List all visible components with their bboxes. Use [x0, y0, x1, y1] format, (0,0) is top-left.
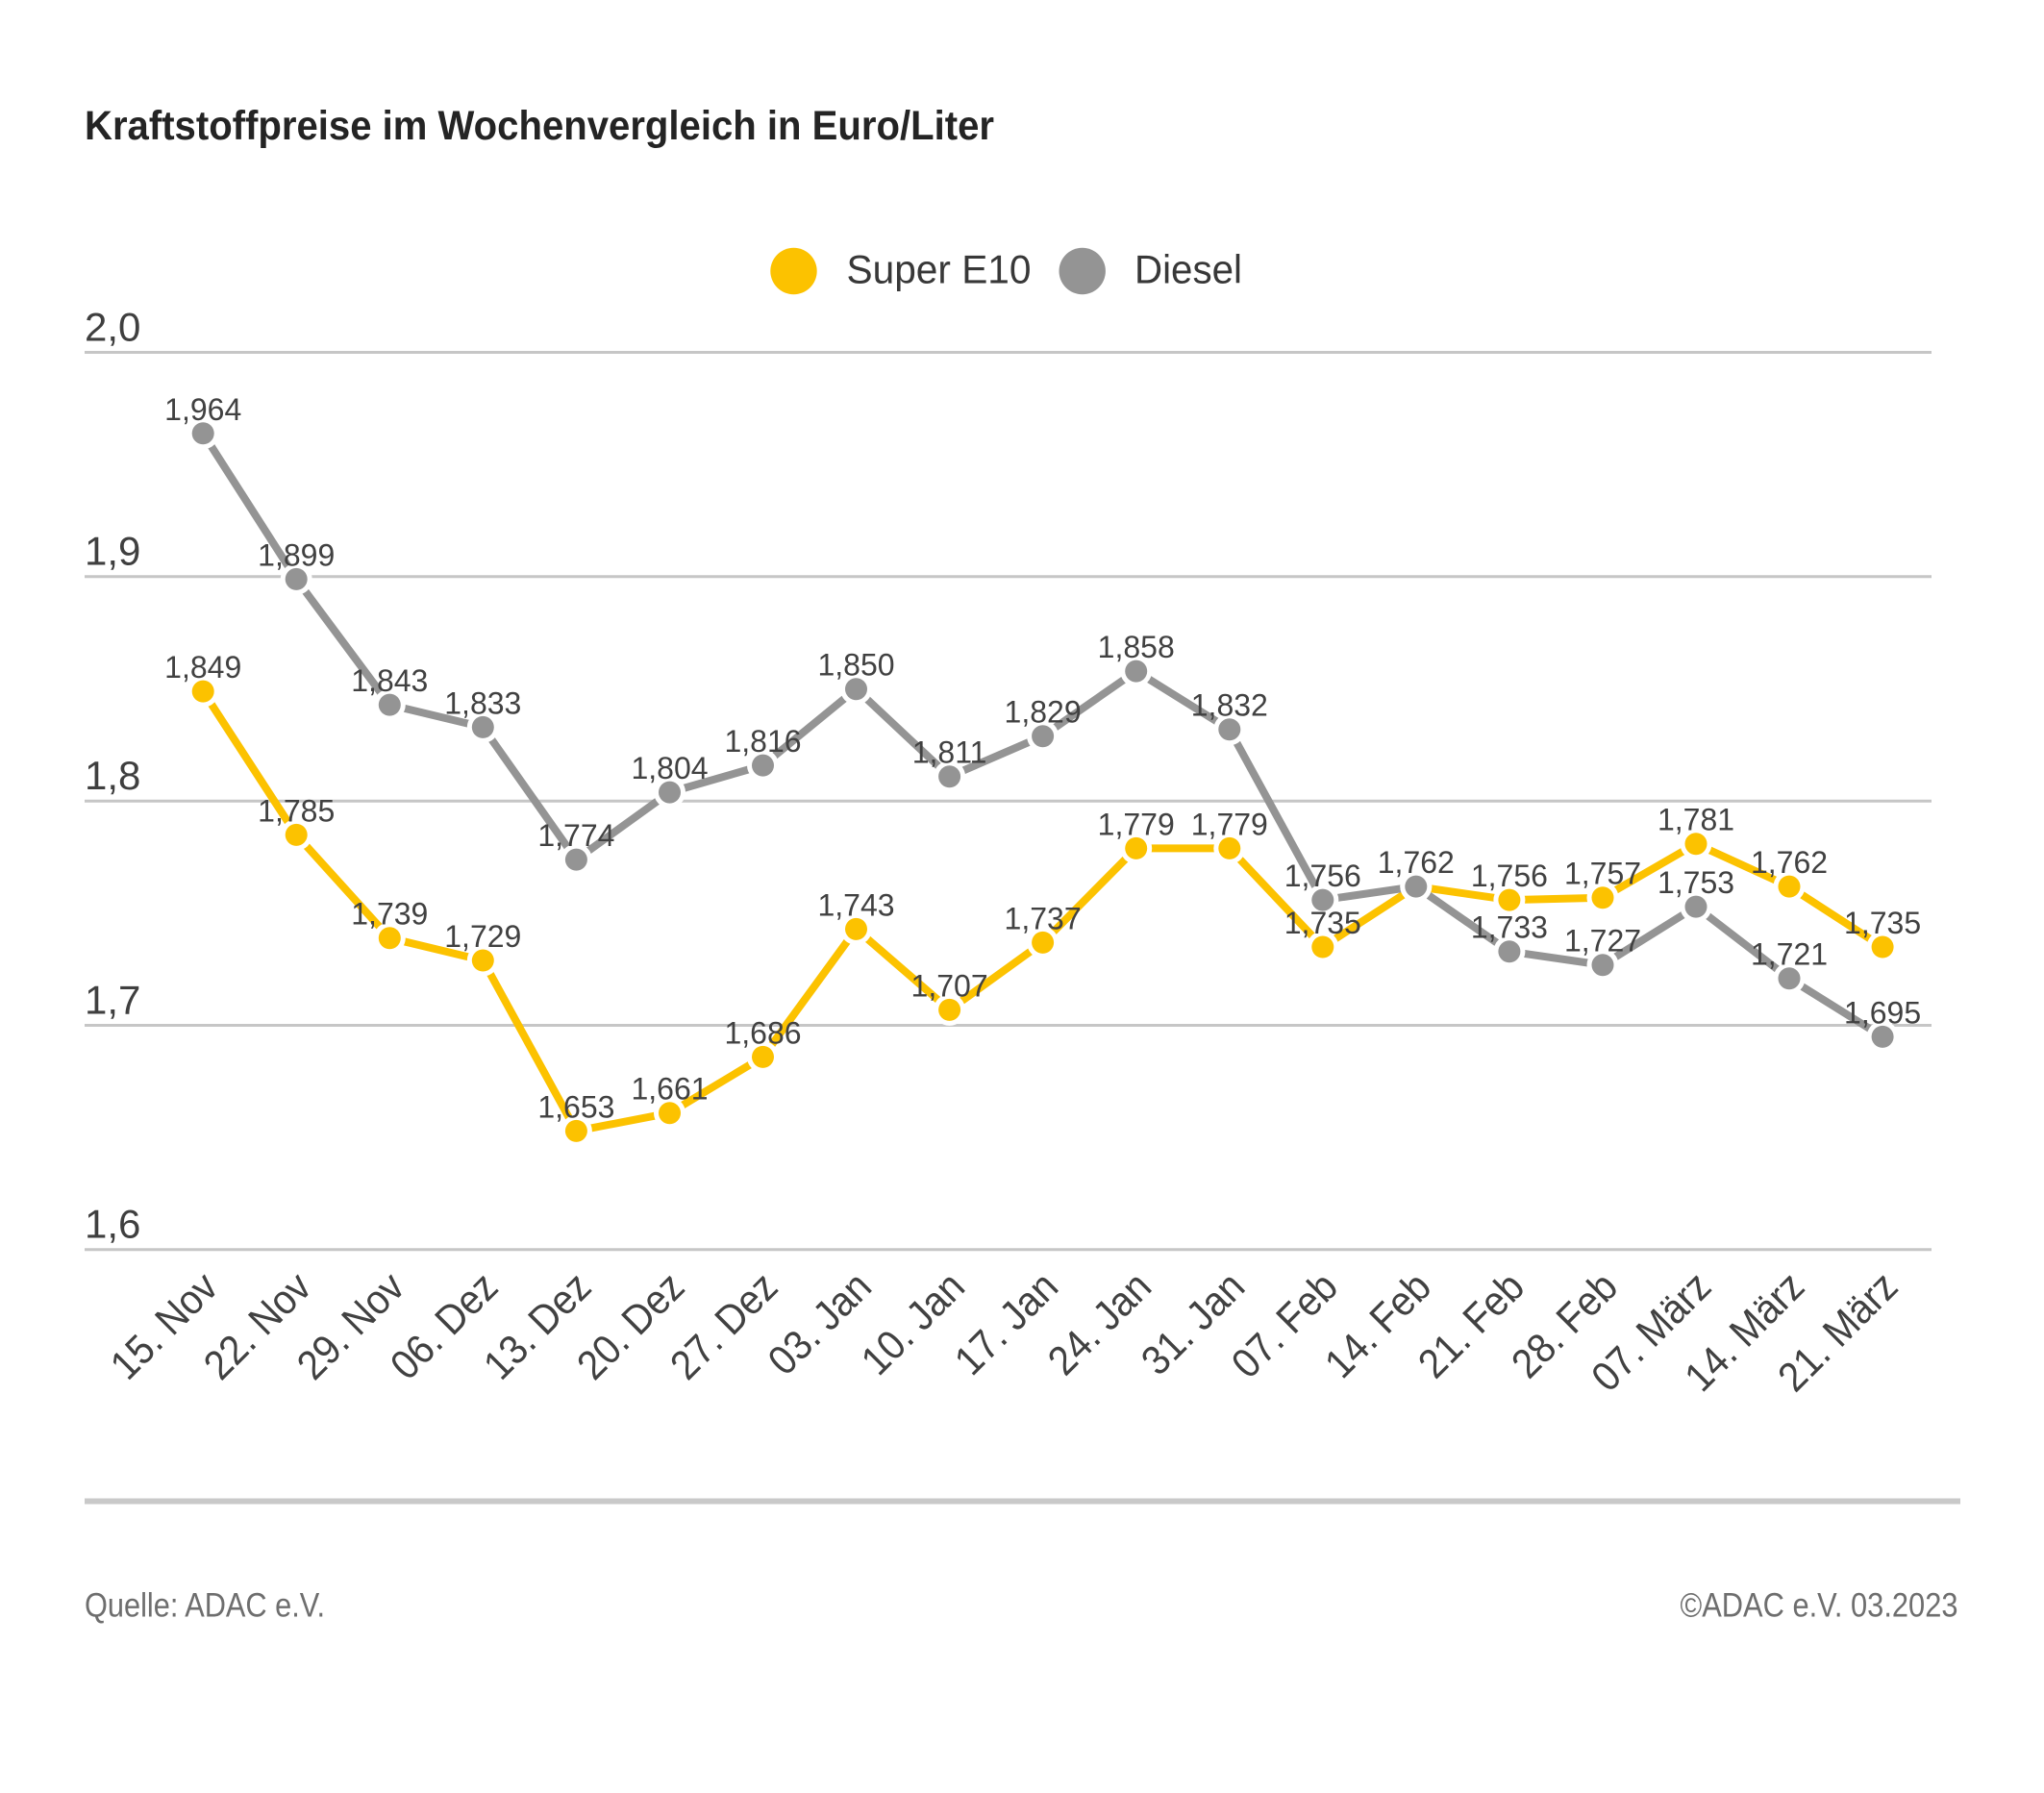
svg-text:1,721: 1,721 [1751, 937, 1828, 972]
svg-text:1,686: 1,686 [724, 1015, 801, 1050]
svg-text:1,6: 1,6 [85, 1202, 140, 1247]
svg-text:1,7: 1,7 [85, 977, 140, 1022]
svg-text:1,707: 1,707 [911, 968, 988, 1003]
svg-text:1,727: 1,727 [1564, 924, 1641, 959]
svg-text:1,829: 1,829 [1005, 695, 1082, 730]
svg-text:1,811: 1,811 [912, 735, 987, 770]
svg-text:1,756: 1,756 [1284, 859, 1361, 893]
svg-text:©ADAC e.V. 03.2023: ©ADAC e.V. 03.2023 [1681, 1587, 1958, 1625]
svg-text:1,753: 1,753 [1658, 865, 1734, 900]
svg-text:1,899: 1,899 [258, 537, 335, 572]
svg-text:1,762: 1,762 [1751, 845, 1828, 880]
svg-text:1,832: 1,832 [1191, 688, 1268, 723]
svg-text:1,756: 1,756 [1471, 859, 1548, 893]
svg-text:1,850: 1,850 [817, 648, 894, 683]
svg-text:1,849: 1,849 [164, 650, 241, 685]
svg-text:1,735: 1,735 [1844, 906, 1921, 940]
svg-text:Super E10: Super E10 [847, 247, 1032, 292]
svg-text:1,779: 1,779 [1191, 807, 1268, 841]
svg-text:1,661: 1,661 [631, 1072, 708, 1107]
svg-text:1,804: 1,804 [631, 751, 708, 785]
svg-text:1,729: 1,729 [444, 919, 521, 954]
svg-text:Quelle: ADAC e.V.: Quelle: ADAC e.V. [85, 1587, 325, 1625]
svg-text:1,743: 1,743 [817, 887, 894, 922]
svg-text:1,757: 1,757 [1564, 857, 1641, 891]
svg-text:2,0: 2,0 [85, 304, 140, 349]
svg-text:1,733: 1,733 [1471, 910, 1548, 945]
svg-text:Diesel: Diesel [1134, 247, 1242, 292]
svg-text:1,9: 1,9 [85, 529, 140, 574]
svg-text:1,737: 1,737 [1005, 901, 1082, 935]
svg-text:1,739: 1,739 [351, 897, 428, 932]
svg-text:1,695: 1,695 [1844, 995, 1921, 1030]
svg-text:1,8: 1,8 [85, 753, 140, 798]
svg-text:1,816: 1,816 [724, 724, 801, 759]
svg-text:1,762: 1,762 [1378, 845, 1455, 880]
svg-text:1,774: 1,774 [537, 818, 614, 853]
svg-text:1,735: 1,735 [1284, 906, 1361, 940]
svg-text:Kraftstoffpreise im Wochenverg: Kraftstoffpreise im Wochenvergleich in E… [85, 103, 994, 149]
svg-text:1,779: 1,779 [1098, 807, 1175, 841]
svg-text:1,781: 1,781 [1658, 803, 1734, 837]
svg-text:1,833: 1,833 [444, 685, 521, 720]
svg-text:1,785: 1,785 [258, 793, 335, 828]
svg-text:1,653: 1,653 [537, 1089, 614, 1124]
svg-text:1,843: 1,843 [351, 663, 428, 698]
svg-text:1,964: 1,964 [164, 392, 241, 427]
svg-text:1,858: 1,858 [1098, 630, 1175, 664]
